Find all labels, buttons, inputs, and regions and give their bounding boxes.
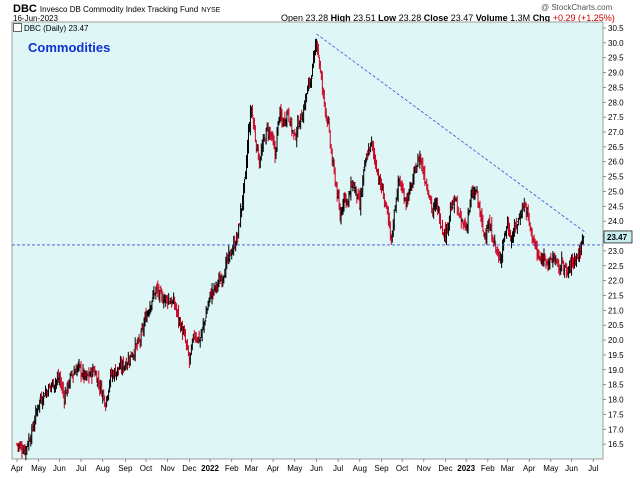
y-tick-label: 17.0 xyxy=(608,425,624,434)
x-tick-label: Jul xyxy=(588,464,598,473)
y-tick-label: 20.5 xyxy=(608,321,624,330)
y-tick-label: 16.5 xyxy=(608,440,624,449)
y-tick-label: 19.5 xyxy=(608,351,624,360)
x-tick-label: Jun xyxy=(565,464,578,473)
y-tick-label: 24.5 xyxy=(608,202,624,211)
x-tick-label: Feb xyxy=(481,464,495,473)
x-tick-label: May xyxy=(543,464,558,473)
x-tick-label: Aug xyxy=(96,464,110,473)
x-tick-label: Aug xyxy=(353,464,367,473)
y-tick-label: 26.0 xyxy=(608,158,624,167)
volume-value: 1.3M xyxy=(510,13,531,23)
ticker-symbol: DBC xyxy=(13,3,37,15)
x-tick-label: Jun xyxy=(310,464,323,473)
x-tick-label: Nov xyxy=(161,464,175,473)
x-tick-label: May xyxy=(31,464,46,473)
stockcharts-credit[interactable]: @ StockCharts.com xyxy=(541,3,613,12)
close-label: Close xyxy=(423,13,449,23)
y-tick-label: 27.5 xyxy=(608,113,624,122)
y-tick-label: 30.0 xyxy=(608,39,624,48)
x-tick-label: Mar xyxy=(245,464,259,473)
legend-swatch xyxy=(13,23,22,32)
chart-date: 16-Jun-2023 xyxy=(13,14,58,23)
x-tick-label: Mar xyxy=(501,464,515,473)
last-price-label: 23.47 xyxy=(607,233,628,242)
high-value: 23.51 xyxy=(353,13,376,23)
y-tick-label: 19.0 xyxy=(608,366,624,375)
x-tick-label: Sep xyxy=(118,464,133,473)
y-tick-label: 28.5 xyxy=(608,83,624,92)
chart-header: DBC Invesco DB Commodity Index Tracking … xyxy=(0,0,640,23)
y-tick-label: 21.0 xyxy=(608,306,624,315)
x-tick-label: Oct xyxy=(396,464,409,473)
close-value: 23.47 xyxy=(450,13,474,23)
y-tick-label: 27.0 xyxy=(608,128,624,137)
chart-legend: DBC (Daily) 23.47 xyxy=(13,23,88,33)
legend-text: DBC (Daily) 23.47 xyxy=(24,24,89,33)
y-tick-label: 30.5 xyxy=(608,24,624,33)
x-tick-label: Dec xyxy=(438,464,452,473)
symbol-title: DBC Invesco DB Commodity Index Tracking … xyxy=(13,3,220,15)
y-tick-label: 21.5 xyxy=(608,291,624,300)
y-tick-label: 18.0 xyxy=(608,396,624,405)
y-tick-label: 17.5 xyxy=(608,410,624,419)
x-tick-label: Apr xyxy=(523,464,536,473)
open-value: 23.28 xyxy=(305,13,329,23)
x-tick-label: Nov xyxy=(417,464,431,473)
exchange-label: NYSE xyxy=(201,7,221,14)
x-tick-label: 2023 xyxy=(457,464,475,473)
x-tick-label: Jun xyxy=(53,464,66,473)
y-tick-label: 28.0 xyxy=(608,98,624,107)
x-tick-label: Jul xyxy=(333,464,343,473)
commodities-label: Commodities xyxy=(28,40,111,55)
x-tick-label: Feb xyxy=(225,464,239,473)
x-tick-label: Jul xyxy=(76,464,86,473)
y-tick-label: 26.5 xyxy=(608,143,624,152)
x-tick-label: Sep xyxy=(374,464,389,473)
x-tick-label: May xyxy=(287,464,302,473)
last-price-tag xyxy=(603,230,633,244)
y-tick-label: 22.5 xyxy=(608,262,624,271)
volume-label: Volume xyxy=(475,13,508,23)
x-tick-label: Apr xyxy=(267,464,280,473)
y-tick-label: 23.0 xyxy=(608,247,624,256)
low-label: Low xyxy=(378,13,397,23)
y-tick-label: 22.0 xyxy=(608,277,624,286)
y-tick-label: 29.0 xyxy=(608,69,624,78)
fund-name: Invesco DB Commodity Index Tracking Fund xyxy=(39,5,199,14)
trendline xyxy=(316,33,587,234)
x-tick-label: Apr xyxy=(11,464,24,473)
open-label: Open xyxy=(281,13,304,23)
x-tick-label: Oct xyxy=(140,464,153,473)
high-label: High xyxy=(330,13,351,23)
y-tick-label: 25.0 xyxy=(608,187,624,196)
low-value: 23.28 xyxy=(398,13,422,23)
x-tick-label: Dec xyxy=(182,464,196,473)
ohlc-readout: Open 23.28 High 23.51 Low 23.28 Close 23… xyxy=(281,13,615,23)
y-tick-label: 25.5 xyxy=(608,173,624,182)
y-tick-label: 18.5 xyxy=(608,381,624,390)
change-label: Chg xyxy=(532,13,551,23)
y-tick-label: 24.0 xyxy=(608,217,624,226)
y-tick-label: 20.0 xyxy=(608,336,624,345)
x-tick-label: 2022 xyxy=(201,464,219,473)
change-value: +0.29 (+1.25%) xyxy=(552,13,615,23)
y-tick-label: 29.5 xyxy=(608,54,624,63)
